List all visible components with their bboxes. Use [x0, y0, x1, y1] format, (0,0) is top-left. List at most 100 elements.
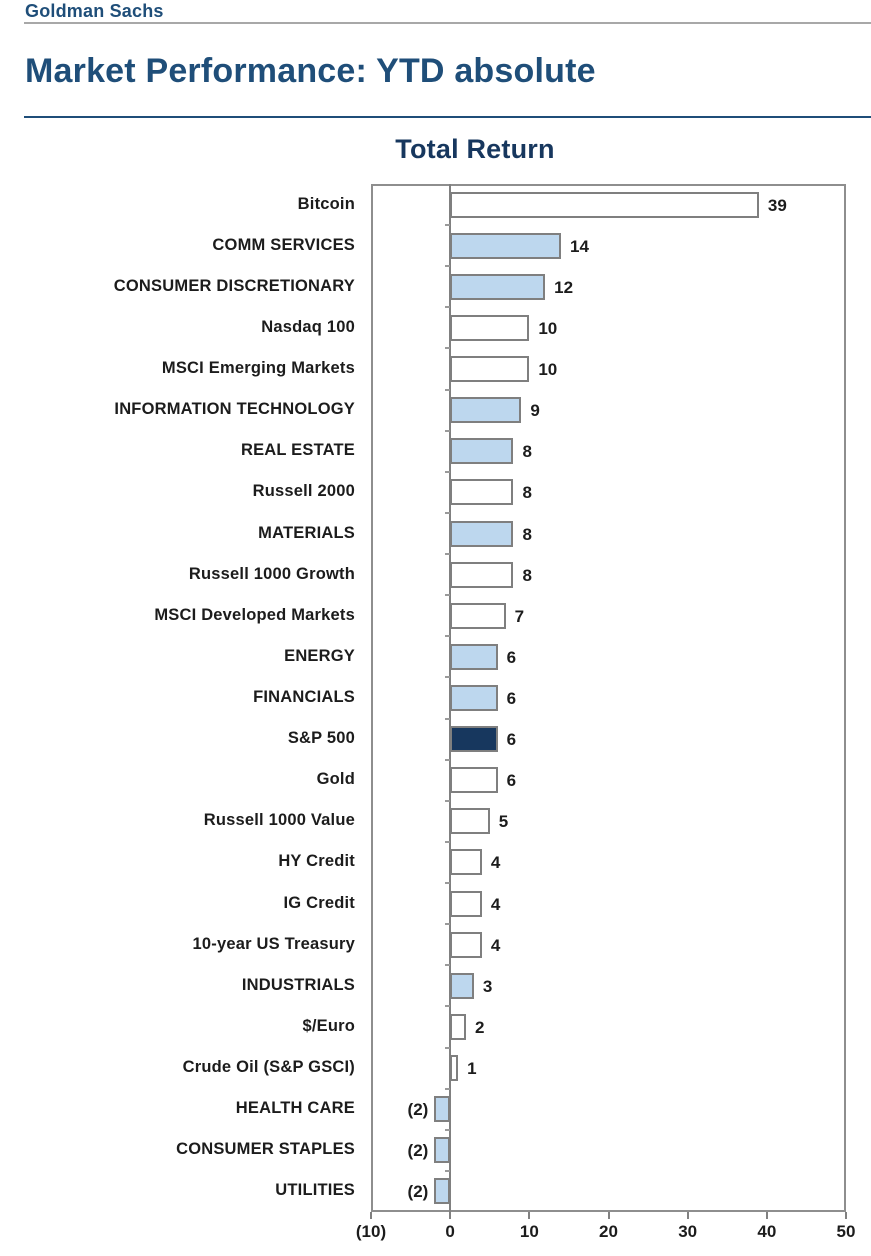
- bar: [450, 273, 546, 300]
- x-axis-tick: [845, 1212, 847, 1219]
- x-axis-tick-label: 0: [445, 1222, 455, 1241]
- bar: [450, 1013, 466, 1040]
- category-axis-tick: [445, 758, 451, 761]
- bar-value-label: 8: [522, 524, 532, 544]
- bar: [450, 602, 506, 629]
- title-divider: [24, 116, 871, 118]
- bar: [450, 191, 759, 218]
- category-axis-tick: [445, 429, 451, 432]
- bar: [434, 1178, 451, 1205]
- bar: [450, 356, 530, 383]
- category-axis-tick: [445, 388, 451, 391]
- category-label: MSCI Developed Markets: [154, 605, 355, 624]
- bar-value-label: (2): [407, 1141, 429, 1161]
- bar-value-label: 8: [522, 483, 532, 503]
- brand-divider: [24, 22, 871, 24]
- bar-value-label: 6: [506, 730, 517, 750]
- category-axis-tick: [445, 717, 451, 720]
- x-axis-tick-label: 50: [836, 1222, 856, 1241]
- x-axis-tick-label: 30: [678, 1222, 698, 1241]
- category-axis-tick: [445, 840, 451, 843]
- category-label: Nasdaq 100: [261, 317, 355, 336]
- x-axis-tick-label: 10: [519, 1222, 539, 1241]
- bar: [450, 232, 561, 259]
- page-title: Market Performance: YTD absolute: [25, 52, 596, 90]
- category-axis-tick: [445, 964, 451, 967]
- bar-value-label: 10: [538, 318, 558, 338]
- x-axis-tick: [607, 1212, 610, 1219]
- bar: [450, 685, 498, 711]
- category-axis-tick: [445, 1128, 451, 1131]
- bar: [450, 643, 498, 670]
- bar-chart-plot-area: [371, 184, 846, 1212]
- bar-value-label: 2: [475, 1017, 485, 1037]
- x-axis-tick: [528, 1212, 531, 1219]
- bar-value-label: 4: [490, 894, 501, 914]
- bar: [450, 972, 474, 999]
- bar: [450, 849, 482, 876]
- category-label: INDUSTRIALS: [241, 975, 355, 994]
- category-axis-tick: [445, 1046, 451, 1049]
- category-axis-tick: [445, 265, 451, 268]
- bar-value-label: 6: [506, 689, 517, 708]
- bar-value-label: 3: [482, 976, 493, 996]
- bar: [450, 767, 498, 794]
- category-label: MATERIALS: [258, 523, 355, 542]
- category-axis-tick: [445, 1005, 451, 1008]
- category-axis-tick: [445, 1087, 451, 1090]
- category-axis-tick: [445, 553, 451, 556]
- category-axis-tick: [445, 635, 451, 638]
- bar: [434, 1096, 451, 1123]
- category-label: Russell 2000: [252, 482, 355, 501]
- bar: [450, 479, 514, 506]
- bar: [450, 520, 514, 547]
- category-label: FINANCIALS: [253, 688, 355, 706]
- bar-value-label: 4: [490, 935, 501, 955]
- category-label: ENERGY: [284, 646, 355, 665]
- x-axis-tick-label: 20: [599, 1222, 618, 1241]
- x-axis-tick-label: (10): [355, 1222, 387, 1241]
- category-axis-tick: [445, 511, 451, 514]
- category-label: Gold: [316, 770, 355, 789]
- bar: [450, 397, 522, 424]
- x-axis-tick: [449, 1212, 452, 1219]
- category-axis-tick: [445, 470, 451, 473]
- bar-value-label: 14: [570, 236, 589, 256]
- bar-value-label: 8: [522, 565, 532, 585]
- category-label: UTILITIES: [275, 1181, 355, 1200]
- category-label: Bitcoin: [297, 194, 355, 213]
- bar: [450, 890, 482, 917]
- bar: [434, 1137, 451, 1164]
- bar-value-label: 8: [522, 442, 532, 462]
- bar: [450, 438, 514, 465]
- bar: [450, 726, 498, 753]
- bar: [450, 931, 482, 958]
- category-axis-tick: [445, 1169, 451, 1172]
- bar: [450, 808, 490, 835]
- x-axis-tick: [370, 1212, 372, 1219]
- category-axis-tick: [445, 594, 451, 597]
- x-axis-tick-label: 40: [757, 1222, 777, 1241]
- category-label: CONSUMER DISCRETIONARY: [113, 276, 355, 295]
- category-label: HY Credit: [278, 852, 355, 871]
- category-label: COMM SERVICES: [212, 235, 355, 254]
- x-axis-tick: [765, 1212, 768, 1219]
- bar-value-label: 1: [467, 1059, 477, 1079]
- bar-value-label: 4: [490, 853, 501, 873]
- category-axis-tick: [445, 676, 451, 679]
- bar-value-label: 10: [538, 360, 558, 380]
- category-axis-tick: [445, 306, 451, 309]
- bar-value-label: (2): [407, 1100, 429, 1120]
- bar-value-label: 6: [506, 647, 517, 667]
- category-label: IG Credit: [283, 893, 355, 912]
- bar: [450, 1055, 459, 1082]
- category-axis-tick: [445, 923, 451, 926]
- bar-value-label: 9: [530, 401, 540, 421]
- bar-value-label: (2): [407, 1182, 429, 1202]
- category-axis-tick: [445, 882, 451, 885]
- bar-value-label: 39: [767, 195, 787, 215]
- category-axis-tick: [445, 224, 451, 227]
- category-axis-tick: [445, 799, 451, 802]
- category-label: Crude Oil (S&P GSCI): [182, 1058, 355, 1077]
